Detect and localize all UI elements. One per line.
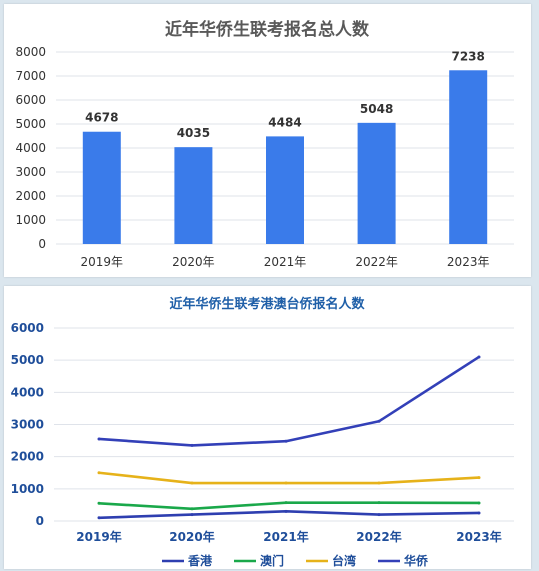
bar-data-label: 4484 (268, 115, 301, 129)
bar-y-tick-label: 3000 (15, 165, 46, 179)
bar-data-label: 5048 (360, 102, 393, 116)
line-x-tick-label: 2020年 (169, 529, 214, 544)
legend-label: 香港 (187, 553, 213, 568)
series-point (97, 471, 101, 475)
watermark-icon: ◆ ◆ (502, 547, 525, 561)
bar-4 (357, 122, 396, 244)
line-y-tick-label: 4000 (11, 385, 44, 399)
series-point (190, 443, 194, 447)
series-point (377, 419, 381, 423)
legend-label: 华侨 (404, 553, 429, 568)
line-y-tick-label: 5000 (11, 353, 44, 367)
line-chart-legend: 香港 澳门 台湾 华侨 (162, 553, 429, 568)
line-chart-title: 近年华侨生联考港澳台侨报名人数 (169, 296, 365, 312)
line-chart-series (97, 355, 481, 520)
legend-label: 台湾 (332, 553, 356, 568)
line-x-tick-label: 2019年 (76, 529, 121, 544)
bar-y-tick-label: 0 (38, 237, 46, 251)
line-chart-x-axis: 2019年 2020年 2021年 2022年 2023年 (76, 529, 501, 544)
bar-y-tick-label: 1000 (15, 213, 46, 227)
legend-label: 澳门 (260, 553, 284, 568)
series-point (284, 509, 288, 513)
bar-x-tick-label: 2022年 (355, 255, 398, 269)
bar-data-label: 4035 (177, 126, 210, 140)
series-line-1 (98, 510, 480, 520)
bar-2 (174, 147, 213, 244)
bar-x-tick-label: 2021年 (264, 255, 307, 269)
series-point (284, 439, 288, 443)
bar-y-tick-label: 6000 (15, 93, 46, 107)
series-point (477, 476, 481, 480)
line-chart-y-axis: 0 1000 2000 3000 4000 5000 6000 (11, 321, 44, 528)
bar-y-tick-label: 5000 (15, 117, 46, 131)
bar-chart-x-axis: 2019年 2020年 2021年 2022年 2023年 (81, 255, 490, 269)
bar-y-tick-label: 4000 (15, 141, 46, 155)
bar-y-tick-label: 2000 (15, 189, 46, 203)
series-point (97, 501, 101, 505)
bar-y-tick-label: 8000 (15, 45, 46, 59)
bar-x-tick-label: 2020年 (172, 255, 215, 269)
bar-data-label: 7238 (451, 49, 484, 63)
series-point (190, 507, 194, 511)
regional-applicants-line-chart: 近年华侨生联考港澳台侨报名人数 0 1000 2000 3000 4000 5000 600… (11, 296, 525, 568)
bar-chart-title: 近年华侨生联考报名总人数 (165, 19, 370, 40)
bar-5 (449, 70, 488, 245)
line-x-tick-label: 2021年 (263, 529, 308, 544)
series-point (284, 501, 288, 505)
line-x-tick-label: 2023年 (456, 529, 501, 544)
series-point (477, 511, 481, 515)
series-point (97, 516, 101, 520)
line-y-tick-label: 1000 (11, 482, 44, 496)
bar-x-tick-label: 2023年 (447, 255, 490, 269)
line-y-tick-label: 2000 (11, 450, 44, 464)
series-line-2 (98, 501, 480, 511)
regional-applicants-chart-panel: 近年华侨生联考港澳台侨报名人数 0 1000 2000 3000 4000 5000 600… (4, 286, 531, 569)
bar-3 (266, 136, 304, 244)
bar-y-tick-label: 7000 (15, 69, 46, 83)
line-y-tick-label: 0 (36, 514, 44, 528)
series-point (284, 481, 288, 485)
line-y-tick-label: 3000 (11, 418, 44, 432)
series-point (377, 501, 381, 505)
series-line-4 (98, 355, 480, 447)
line-chart-gridlines (54, 327, 514, 522)
series-point (477, 355, 481, 359)
series-point (190, 481, 194, 485)
series-point (377, 513, 381, 517)
series-point (190, 513, 194, 517)
total-applicants-bar-chart: 近年华侨生联考报名总人数 0 1000 2000 3000 4000 5000 6000 70… (15, 19, 514, 269)
series-point (97, 437, 101, 441)
series-line-3 (98, 471, 480, 485)
bar-chart-bars (82, 70, 488, 245)
bar-chart-data-labels: 4678 4035 4484 5048 7238 (85, 49, 485, 140)
series-point (377, 481, 381, 485)
bar-1 (82, 131, 121, 244)
bar-data-label: 4678 (85, 111, 118, 125)
line-x-tick-label: 2022年 (356, 529, 401, 544)
total-applicants-chart-panel: 近年华侨生联考报名总人数 0 1000 2000 3000 4000 5000 6000 70… (4, 4, 531, 277)
bar-chart-y-axis: 0 1000 2000 3000 4000 5000 6000 7000 8000 (15, 45, 46, 251)
bar-x-tick-label: 2019年 (81, 255, 124, 269)
series-point (477, 501, 481, 505)
line-y-tick-label: 6000 (11, 321, 44, 335)
